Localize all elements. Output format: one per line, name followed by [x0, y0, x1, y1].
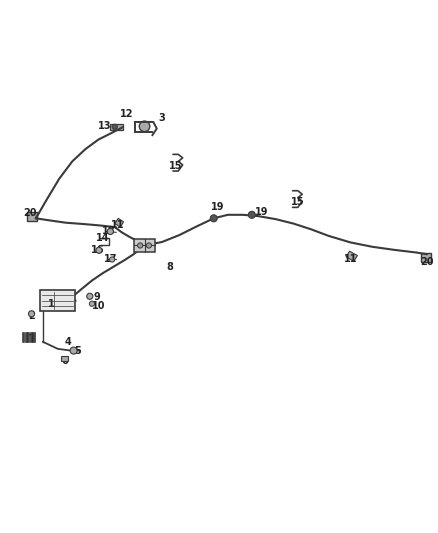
Text: 13: 13 — [99, 122, 112, 131]
Text: 17: 17 — [104, 254, 117, 264]
Circle shape — [138, 243, 143, 248]
Text: 5: 5 — [74, 345, 81, 356]
Bar — [30, 332, 32, 342]
Text: 19: 19 — [212, 203, 225, 212]
Circle shape — [139, 121, 150, 132]
Text: 4: 4 — [64, 337, 71, 347]
Circle shape — [110, 257, 115, 262]
Bar — [32, 332, 35, 342]
Text: 2: 2 — [28, 311, 35, 320]
Text: 9: 9 — [94, 292, 101, 302]
Polygon shape — [115, 219, 124, 227]
Circle shape — [70, 347, 77, 354]
Polygon shape — [346, 251, 357, 261]
Text: 16: 16 — [91, 245, 104, 255]
Text: 15: 15 — [169, 161, 182, 171]
Circle shape — [146, 243, 152, 248]
Text: 6: 6 — [61, 356, 68, 366]
Text: 11: 11 — [111, 220, 124, 230]
Bar — [25, 332, 27, 342]
Text: 10: 10 — [92, 301, 105, 311]
Circle shape — [87, 293, 93, 300]
Text: 20: 20 — [420, 257, 434, 267]
Bar — [40, 290, 75, 311]
Text: 12: 12 — [120, 109, 134, 119]
Text: 14: 14 — [96, 233, 110, 243]
Text: 20: 20 — [23, 208, 36, 218]
Circle shape — [112, 124, 117, 130]
Text: 3: 3 — [159, 112, 166, 123]
Bar — [61, 356, 68, 361]
Bar — [27, 332, 29, 342]
Circle shape — [89, 301, 95, 306]
Bar — [27, 212, 37, 221]
Text: 15: 15 — [291, 197, 304, 207]
Circle shape — [28, 311, 35, 317]
Circle shape — [248, 211, 255, 219]
Text: 11: 11 — [344, 254, 357, 264]
Text: 1: 1 — [48, 298, 55, 309]
Circle shape — [96, 247, 102, 253]
Bar — [110, 124, 123, 130]
Circle shape — [210, 215, 217, 222]
Text: 7: 7 — [28, 334, 35, 344]
Circle shape — [107, 229, 113, 235]
Bar — [134, 239, 155, 252]
Bar — [22, 332, 24, 342]
Bar — [421, 253, 431, 262]
Text: 18: 18 — [102, 225, 116, 236]
Text: 8: 8 — [166, 262, 173, 272]
Text: 19: 19 — [255, 207, 268, 217]
